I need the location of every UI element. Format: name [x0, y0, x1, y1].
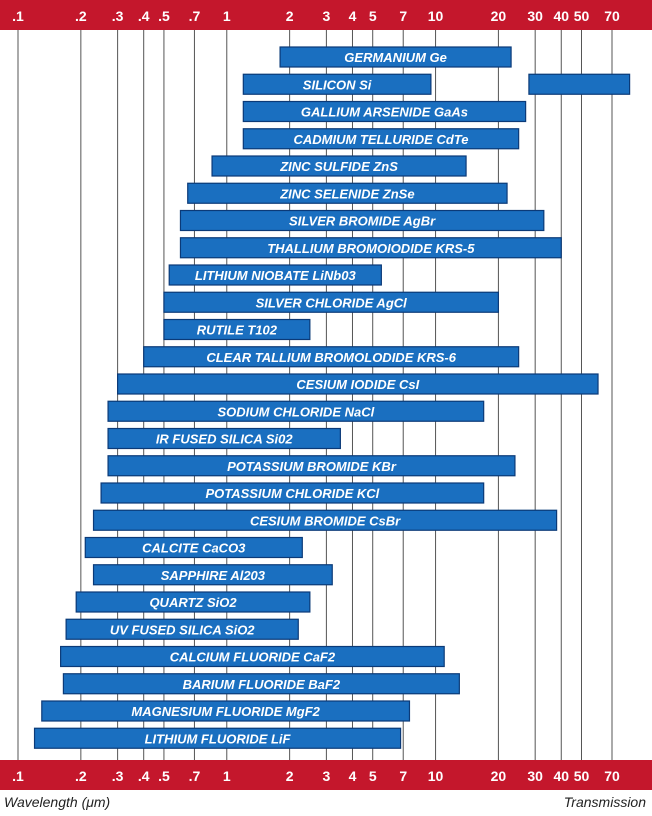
- top-tick-label: 4: [349, 8, 357, 24]
- transmission-bar: [75, 591, 311, 613]
- bottom-tick-label: .4: [138, 768, 150, 784]
- transmission-bar: [168, 264, 382, 286]
- transmission-bar: [100, 482, 485, 504]
- bottom-axis-band: [0, 760, 652, 790]
- bar-labels-group: GERMANIUM Ge SILICON Si GALLIUM ARSENIDE G…: [110, 50, 475, 746]
- bar-label: SILVER CHLORIDE AgCl: [256, 295, 408, 310]
- top-tick-label: 30: [527, 8, 543, 24]
- chart-svg: .1.2.3.4.5.7 1 2 3 4 5 7 10 20 30 40 50 70 .1.2.3.4.…: [0, 0, 652, 790]
- bottom-tick-label: 50: [574, 768, 590, 784]
- top-tick-label: .5: [158, 8, 170, 24]
- transmission-bar: [242, 73, 432, 95]
- top-tick-label: 70: [604, 8, 620, 24]
- bottom-tick-label: 3: [322, 768, 330, 784]
- transmission-bar: [117, 373, 599, 395]
- bottom-tick-label: .2: [75, 768, 87, 784]
- top-tick-label: .3: [112, 8, 124, 24]
- transmission-bar: [211, 155, 467, 177]
- top-tick-label: .4: [138, 8, 150, 24]
- bar-label: POTASSIUM BROMIDE KBr: [227, 459, 397, 474]
- bottom-tick-label: 1: [223, 768, 231, 784]
- top-tick-label: .1: [12, 8, 24, 24]
- bottom-tick-label: .5: [158, 768, 170, 784]
- bar-label: POTASSIUM CHLORIDE KCl: [205, 486, 379, 501]
- top-tick-label: .2: [75, 8, 87, 24]
- bar-label: GERMANIUM Ge: [344, 50, 447, 65]
- bars-group: [33, 46, 631, 749]
- bar-label: THALLIUM BROMOIODIDE KRS-5: [267, 241, 475, 256]
- bottom-tick-label: 5: [369, 768, 377, 784]
- bar-label: SAPPHIRE Al203: [161, 568, 266, 583]
- transmission-bar: [107, 400, 485, 422]
- bottom-tick-labels: .1 .2 .3 .4 .5 .7 1 2 3 4 5 7 10 20 30 40 50 70: [12, 768, 620, 784]
- bar-label: QUARTZ SiO2: [149, 595, 237, 610]
- bottom-tick-label: .1: [12, 768, 24, 784]
- bar-label: CLEAR TALLIUM BROMOLODIDE KRS-6: [206, 350, 456, 365]
- transmission-bar: [41, 700, 411, 722]
- bottom-tick-label: 70: [604, 768, 620, 784]
- bar-label: CESIUM BROMIDE CsBr: [250, 513, 401, 528]
- bottom-tick-label: 2: [286, 768, 294, 784]
- bottom-tick-label: .7: [189, 768, 201, 784]
- bar-label: LITHIUM NIOBATE LiNb03: [195, 268, 357, 283]
- bottom-tick-label: 20: [491, 768, 507, 784]
- transmission-bar: [33, 727, 402, 749]
- top-tick-label: 7: [399, 8, 407, 24]
- bottom-tick-label: .3: [112, 768, 124, 784]
- bottom-tick-label: 30: [527, 768, 543, 784]
- transmission-bar: [179, 237, 562, 259]
- bar-label: BARIUM FLUORIDE BaF2: [183, 677, 341, 692]
- bar-label: CESIUM IODIDE CsI: [296, 377, 419, 392]
- top-tick-label: 50: [574, 8, 590, 24]
- bar-label: ZINC SULFIDE ZnS: [279, 159, 398, 174]
- transmission-bar: [107, 455, 516, 477]
- top-tick-label: 3: [322, 8, 330, 24]
- bar-label: RUTILE T102: [197, 323, 278, 338]
- transmission-bar: [92, 509, 558, 531]
- transmission-bar: [163, 291, 500, 313]
- top-tick-label: 40: [553, 8, 569, 24]
- transmission-bar: [107, 427, 341, 450]
- x-axis-label: Wavelength (μm): [4, 794, 111, 810]
- top-tick-label: 2: [286, 8, 294, 24]
- bar-label: ZINC SELENIDE ZnSe: [279, 186, 414, 201]
- bar-label: IR FUSED SILICA Si02: [156, 432, 294, 447]
- transmission-bar: [60, 645, 445, 668]
- transmission-bar: [143, 346, 520, 368]
- transmission-bar: [92, 564, 333, 586]
- bar-label: SODIUM CHLORIDE NaCl: [217, 404, 374, 419]
- top-tick-label: 10: [428, 8, 444, 24]
- transmission-bar: [279, 46, 512, 68]
- top-tick-label: 5: [369, 8, 377, 24]
- transmission-bar: [242, 128, 520, 150]
- transmission-bar: [84, 536, 303, 559]
- top-tick-label: 20: [491, 8, 507, 24]
- top-tick-label: .7: [189, 8, 201, 24]
- transmission-bar: [65, 618, 299, 640]
- bar-label: CALCITE CaCO3: [142, 541, 246, 556]
- transmission-bar: [179, 209, 545, 232]
- top-tick-label: 1: [223, 8, 231, 24]
- top-axis-band: [0, 0, 652, 30]
- bar-label: SILICON Si: [303, 77, 372, 92]
- transmission-bar: [163, 318, 311, 341]
- bar-label: UV FUSED SILICA SiO2: [110, 622, 255, 637]
- bar-label: LITHIUM FLUORIDE LiF: [145, 731, 292, 746]
- transmission-label: Transmission: [563, 794, 646, 810]
- bottom-tick-label: 40: [553, 768, 569, 784]
- bar-label: CADMIUM TELLURIDE CdTe: [293, 132, 468, 147]
- transmission-bar: [187, 182, 508, 204]
- bottom-tick-label: 4: [349, 768, 357, 784]
- bar-label: MAGNESIUM FLUORIDE MgF2: [131, 704, 320, 719]
- top-tick-labels: .1 .2 .3 .4 .5 .7 1 2 3 4 5 7 10 20 30 40 50 70: [12, 8, 620, 24]
- bottom-tick-label: 10: [428, 768, 444, 784]
- transmission-bar: [62, 673, 460, 695]
- transmission-bar: [528, 73, 631, 95]
- transmission-bar: [242, 100, 527, 123]
- bottom-tick-label: 7: [399, 768, 407, 784]
- bar-label: CALCIUM FLUORIDE CaF2: [170, 650, 336, 665]
- bar-label: GALLIUM ARSENIDE GaAs: [301, 105, 468, 120]
- bar-label: SILVER BROMIDE AgBr: [289, 214, 436, 229]
